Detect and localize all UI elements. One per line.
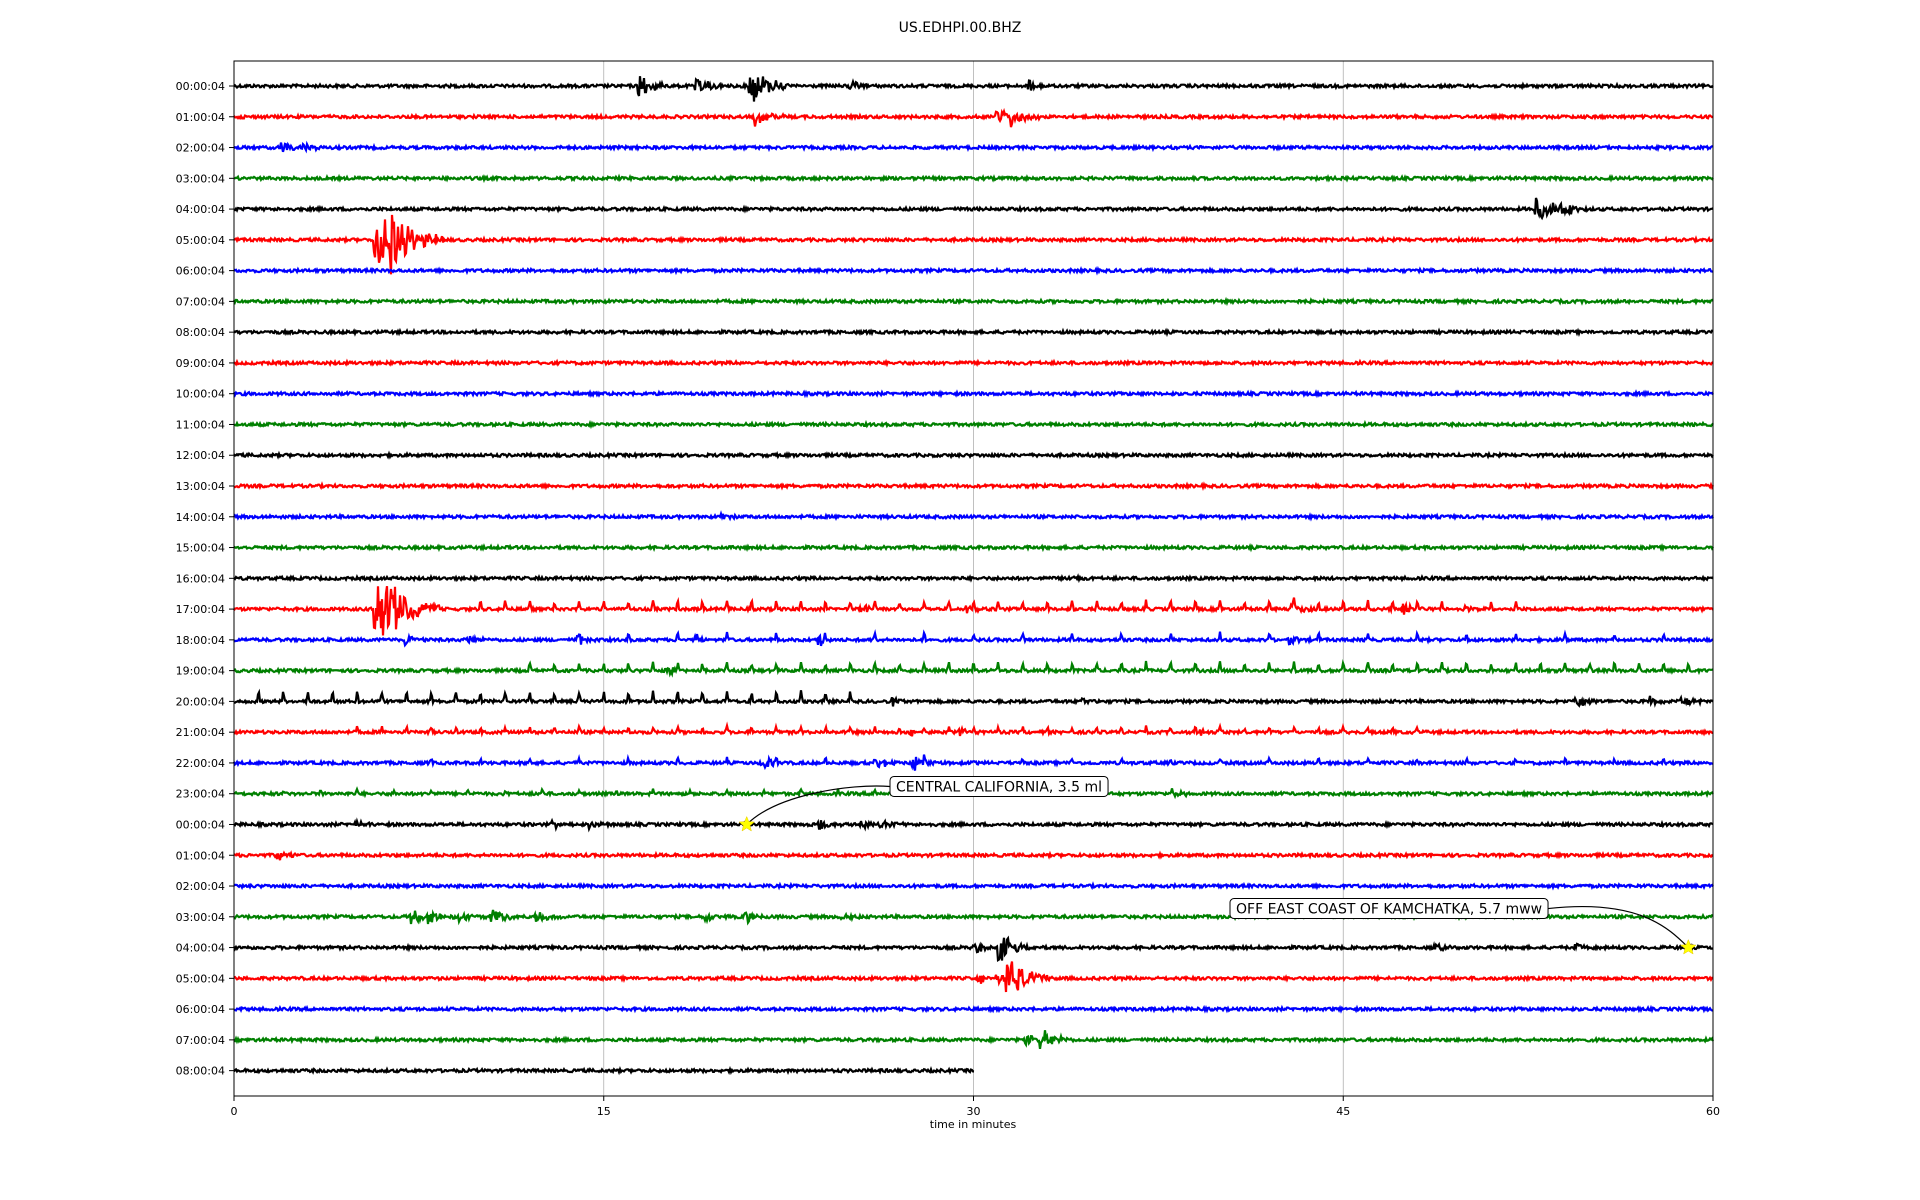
y-tick-label: 14:00:04 xyxy=(176,511,225,524)
trace-line xyxy=(233,214,1714,275)
y-tick-label: 02:00:04 xyxy=(176,142,225,155)
y-tick-label: 15:00:04 xyxy=(176,542,225,555)
y-tick-label: 23:00:04 xyxy=(176,788,225,801)
x-axis-label: time in minutes xyxy=(930,1118,1017,1131)
trace-line xyxy=(233,542,1714,553)
trace-line xyxy=(233,107,1714,128)
y-tick-label: 22:00:04 xyxy=(176,757,225,770)
trace-line xyxy=(234,197,1714,221)
y-tick-label: 00:00:04 xyxy=(176,80,225,93)
x-tick-label: 15 xyxy=(597,1105,611,1118)
trace-line xyxy=(233,358,1714,368)
trace-line xyxy=(233,1004,1714,1014)
y-tick-label: 17:00:04 xyxy=(176,603,225,616)
trace-line xyxy=(232,296,1714,307)
trace-line xyxy=(233,510,1714,522)
y-tick-label: 00:00:04 xyxy=(176,818,225,831)
trace-line xyxy=(233,721,1714,738)
y-tick-label: 03:00:04 xyxy=(176,911,225,924)
y-tick-label: 04:00:04 xyxy=(176,942,225,955)
trace-line xyxy=(233,629,1714,648)
trace-line xyxy=(232,753,1714,771)
y-tick-label: 07:00:04 xyxy=(176,295,225,308)
trace-line xyxy=(233,1030,1715,1049)
y-tick-label: 20:00:04 xyxy=(176,695,225,708)
annotation-arrow xyxy=(1547,905,1689,948)
trace-line xyxy=(233,419,1714,430)
x-axis: 0 15 30 45 60 xyxy=(231,1096,1720,1118)
y-tick-label: 19:00:04 xyxy=(176,665,225,678)
y-tick-label: 04:00:04 xyxy=(176,203,225,216)
y-tick-label: 01:00:04 xyxy=(176,849,225,862)
event-annotations: CENTRAL CALIFORNIA, 3.5 ml OFF EAST COAST… xyxy=(738,775,1697,955)
y-tick-label: 07:00:04 xyxy=(176,1034,225,1047)
y-tick-label: 11:00:04 xyxy=(176,418,225,431)
event-star-icon xyxy=(1680,938,1697,955)
trace-line xyxy=(233,327,1714,338)
trace-line xyxy=(232,935,1714,962)
y-tick-label: 03:00:04 xyxy=(176,172,225,185)
y-tick-label: 06:00:04 xyxy=(176,265,225,278)
trace-line xyxy=(233,76,1714,102)
y-tick-label: 02:00:04 xyxy=(176,880,225,893)
y-tick-label: 08:00:04 xyxy=(176,326,225,339)
trace-line xyxy=(233,817,1714,833)
y-tick-label: 16:00:04 xyxy=(176,572,225,585)
trace-line xyxy=(234,481,1714,491)
annotation-label: OFF EAST COAST OF KAMCHATKA, 5.7 mww xyxy=(1236,902,1542,918)
x-tick-label: 0 xyxy=(231,1105,238,1118)
y-tick-label: 21:00:04 xyxy=(176,726,225,739)
y-tick-label: 09:00:04 xyxy=(176,357,225,370)
x-tick-label: 45 xyxy=(1336,1105,1350,1118)
trace-line xyxy=(233,1065,975,1076)
x-tick-label: 60 xyxy=(1706,1105,1720,1118)
y-tick-label: 10:00:04 xyxy=(176,388,225,401)
y-tick-label: 18:00:04 xyxy=(176,634,225,647)
chart-title: US.EDHPI.00.BHZ xyxy=(898,20,1022,36)
trace-line xyxy=(233,658,1714,678)
y-tick-label: 06:00:04 xyxy=(176,1003,225,1016)
trace-line xyxy=(234,173,1714,184)
event-star-icon xyxy=(738,815,755,832)
trace-line xyxy=(233,265,1714,276)
traces xyxy=(232,76,1715,1076)
y-tick-labels: 00:00:04 01:00:04 02:00:04 03:00:04 04:00:04… xyxy=(176,80,234,1078)
trace-line xyxy=(233,573,1714,584)
trace-line xyxy=(233,850,1714,861)
trace-line xyxy=(233,881,1714,891)
annotation-label: CENTRAL CALIFORNIA, 3.5 ml xyxy=(896,779,1102,795)
y-tick-label: 12:00:04 xyxy=(176,449,225,462)
trace-line xyxy=(233,140,1714,154)
trace-line xyxy=(233,688,1714,708)
trace-line xyxy=(233,586,1714,636)
y-tick-label: 13:00:04 xyxy=(176,480,225,493)
annotation-arrow xyxy=(746,785,891,825)
y-tick-label: 05:00:04 xyxy=(176,972,225,985)
y-tick-label: 01:00:04 xyxy=(176,111,225,124)
x-tick-label: 30 xyxy=(967,1105,981,1118)
y-tick-label: 08:00:04 xyxy=(176,1065,225,1078)
trace-line xyxy=(232,389,1714,399)
trace-line xyxy=(233,450,1714,460)
trace-line xyxy=(233,961,1714,993)
y-tick-label: 05:00:04 xyxy=(176,234,225,247)
